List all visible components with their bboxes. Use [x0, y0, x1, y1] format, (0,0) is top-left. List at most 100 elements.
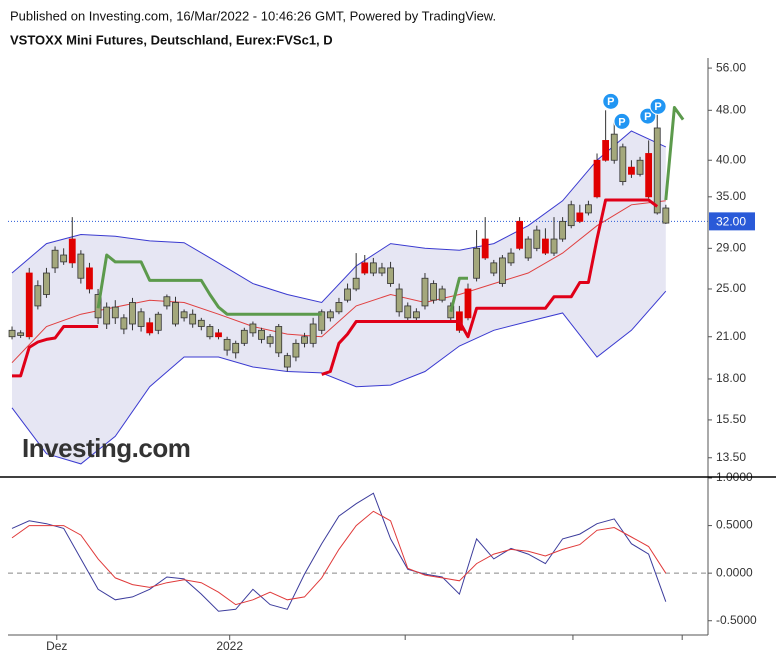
candle-body	[404, 305, 412, 319]
last-price-box	[709, 212, 755, 231]
y-tick-label: 56.00	[716, 60, 746, 74]
y-tick-label: 48.00	[716, 102, 746, 116]
candle-body	[51, 249, 59, 269]
candle-body	[154, 313, 162, 331]
stop-line	[96, 106, 685, 316]
candle-body	[309, 323, 317, 344]
candle-body	[395, 288, 403, 313]
candle-body	[602, 140, 610, 161]
x-tick-label: 2022	[216, 639, 243, 653]
candle-body	[438, 288, 446, 301]
x-tick-label: Dez	[46, 639, 67, 653]
candle-body	[232, 342, 240, 354]
candle-body	[567, 204, 575, 227]
indicator-line	[11, 130, 667, 304]
candle-body	[412, 311, 420, 319]
candle-body	[628, 166, 635, 175]
candle-body	[516, 220, 524, 249]
candle-body	[103, 306, 111, 325]
candle-body	[180, 311, 188, 319]
candle-body	[335, 302, 343, 313]
signal-marker	[639, 107, 657, 125]
candle-body	[249, 323, 257, 334]
signal-label: P	[644, 111, 651, 123]
candle-body	[266, 336, 274, 344]
candle-body	[68, 238, 76, 264]
candle-body	[369, 262, 377, 274]
oscillator-line	[11, 510, 667, 606]
signal-label: P	[607, 96, 614, 108]
y-tick-label: 35.00	[716, 189, 746, 203]
candle-body	[653, 127, 661, 214]
candle-body	[111, 306, 119, 319]
y-tick-label: -0.5000	[716, 613, 757, 627]
candle-body	[146, 322, 154, 334]
candle-body	[593, 159, 601, 198]
candle-body	[550, 238, 558, 254]
signal-marker	[602, 92, 620, 110]
y-tick-label: 13.50	[716, 450, 746, 464]
candle-body	[301, 336, 308, 344]
candle-body	[464, 288, 472, 319]
indicator-line	[11, 290, 667, 465]
candle-body	[215, 332, 222, 338]
candle-body	[86, 267, 93, 290]
candle-body	[498, 257, 506, 284]
candle-body	[636, 159, 644, 175]
y-tick-label: 0.5000	[716, 518, 753, 532]
candle-body	[172, 302, 179, 325]
candle-body	[430, 283, 437, 301]
candle-body	[34, 285, 42, 307]
oscillator-line	[11, 492, 667, 612]
candle-body	[619, 146, 627, 182]
candle-body	[60, 254, 68, 263]
y-tick-label: 15.50	[716, 412, 746, 426]
candle-body	[8, 329, 16, 338]
candle-body	[120, 317, 128, 330]
candle-body	[17, 332, 25, 336]
candle-body	[352, 277, 360, 290]
candle-body	[318, 311, 326, 331]
candle-body	[275, 326, 283, 354]
candle-body	[473, 247, 480, 279]
candle-body	[559, 220, 567, 240]
candle-body	[163, 296, 171, 307]
candle-body	[645, 153, 653, 198]
candle-body	[361, 262, 369, 274]
chart-title: VSTOXX Mini Futures, Deutschland, Eurex:…	[10, 32, 333, 47]
indicator-line	[11, 200, 666, 364]
candle-body	[585, 204, 592, 214]
candle-body	[189, 313, 197, 325]
candle-body	[610, 133, 618, 161]
candle-body	[77, 253, 85, 279]
candle-body	[283, 355, 291, 368]
candle-body	[481, 238, 489, 259]
y-tick-label: 29.00	[716, 240, 746, 254]
watermark: Investing.com	[22, 433, 190, 463]
published-note: Published on Investing.com, 16/Mar/2022 …	[10, 8, 496, 23]
candle-body	[490, 262, 498, 274]
y-tick-label: 21.00	[716, 329, 746, 343]
candle-body	[507, 252, 515, 264]
y-tick-label: 40.00	[716, 152, 746, 166]
y-tick-label: 0.0000	[716, 565, 753, 579]
candle-body	[344, 288, 351, 301]
signal-marker	[613, 112, 631, 130]
candle-body	[197, 319, 205, 327]
candle-body	[326, 311, 334, 319]
candle-body	[533, 229, 541, 249]
candle-body	[576, 212, 584, 222]
candle-body	[524, 238, 532, 259]
candle-body	[378, 267, 386, 274]
candle-body	[25, 272, 33, 338]
candle-body	[206, 326, 214, 338]
candle-body	[129, 302, 136, 325]
y-tick-label: 18.00	[716, 371, 746, 385]
candle-body	[387, 267, 394, 284]
candle-body	[421, 277, 429, 307]
y-tick-label: 25.00	[716, 281, 746, 295]
stop-line	[12, 198, 659, 378]
last-price-label: 32.00	[716, 215, 746, 229]
candle-body	[223, 338, 231, 351]
